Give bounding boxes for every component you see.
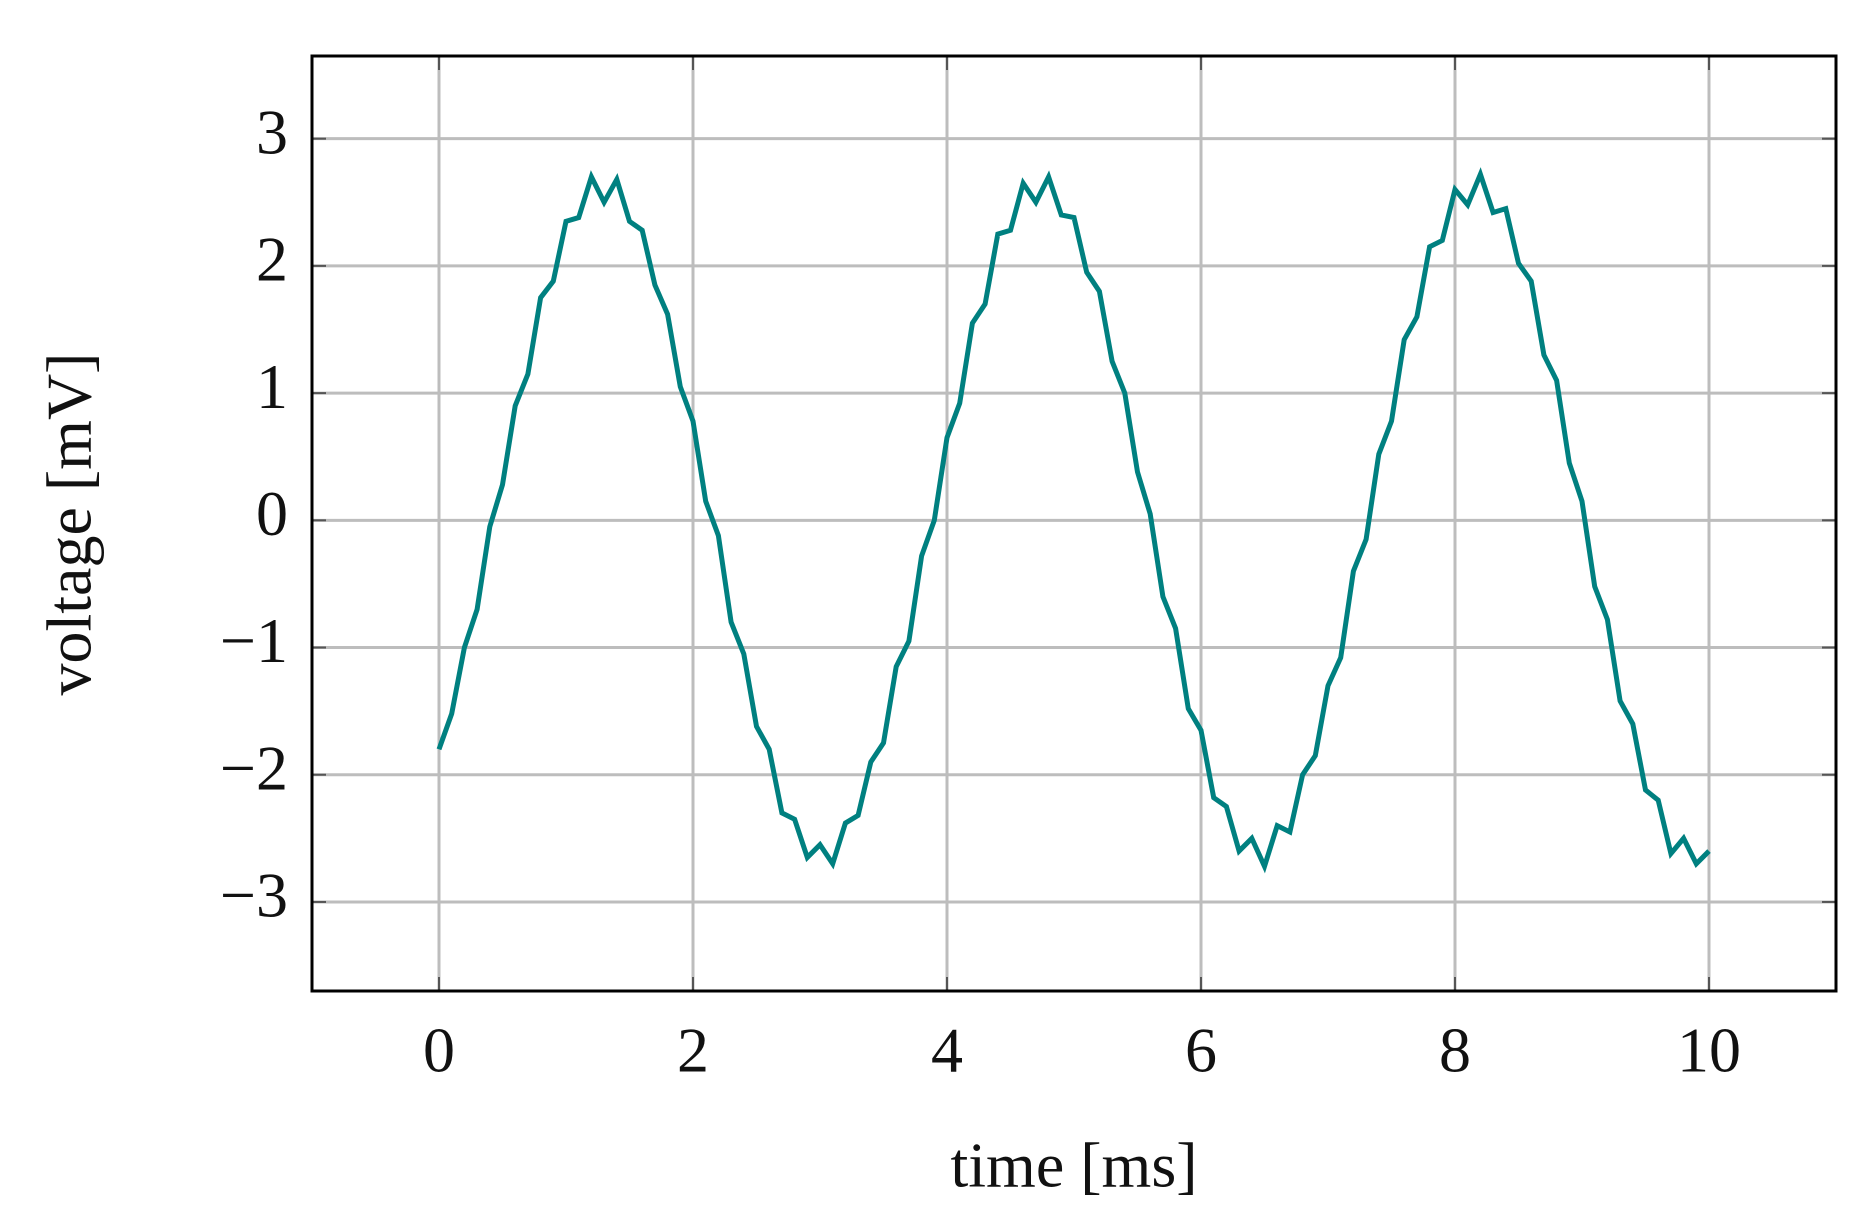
x-tick-label: 10 bbox=[1677, 1015, 1741, 1086]
x-tick-label: 2 bbox=[677, 1015, 709, 1086]
data-line bbox=[436, 167, 1711, 874]
y-tick-label: −1 bbox=[220, 605, 288, 676]
y-tick-label: 2 bbox=[256, 224, 288, 295]
y-tick-label: −3 bbox=[220, 860, 288, 931]
y-tick-label: 3 bbox=[256, 96, 288, 167]
x-axis-label: time [ms] bbox=[950, 1130, 1197, 1201]
x-tick-label: 6 bbox=[1185, 1015, 1217, 1086]
y-tick-label: 1 bbox=[256, 351, 288, 422]
y-tick-label: 0 bbox=[256, 478, 288, 549]
y-axis-label: voltage [mV] bbox=[34, 353, 105, 696]
x-tick-label: 0 bbox=[423, 1015, 455, 1086]
x-tick-label: 8 bbox=[1439, 1015, 1471, 1086]
y-tick-label: −2 bbox=[220, 732, 288, 803]
x-tick-label: 4 bbox=[931, 1015, 963, 1086]
plot-frame bbox=[310, 54, 1838, 993]
